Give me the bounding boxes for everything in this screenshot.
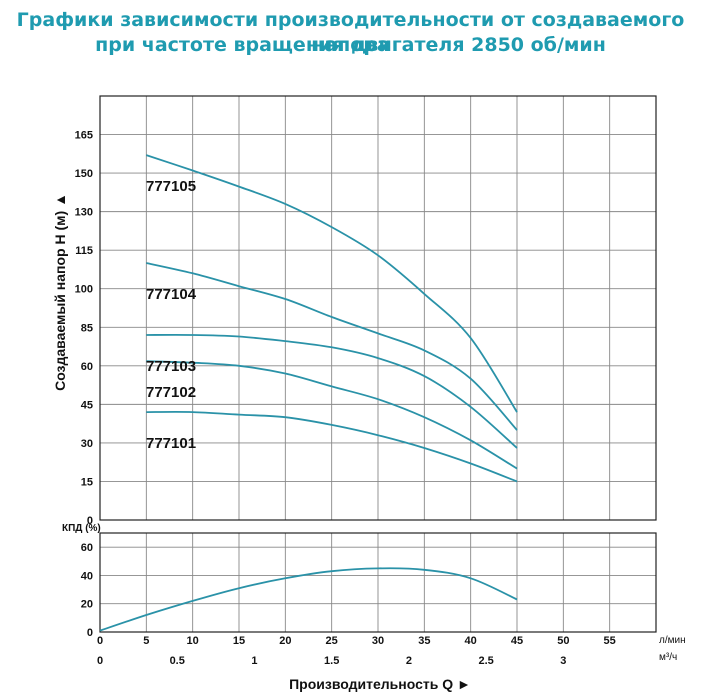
curve-label-777105: 777105 (146, 178, 196, 195)
y-axis-label-head: Создаваемый напор H (м) ▲ (52, 193, 68, 391)
y-tick-label-head: 165 (75, 130, 93, 142)
head-curve-777105 (146, 154, 518, 413)
x-axis-label: Производительность Q ► (289, 676, 471, 692)
x-tick-label-lpm: 30 (372, 635, 384, 647)
head-chart-grid (100, 96, 656, 520)
x-tick-label-lpm: 0 (97, 635, 103, 647)
x-tick-label-lpm: 20 (279, 635, 291, 647)
y-tick-label-head: 130 (75, 207, 93, 219)
x-tick-label-lpm: 25 (326, 635, 338, 647)
curve-label-777103: 777103 (146, 358, 196, 375)
x-tick-label-m3h: 1.5 (324, 655, 339, 667)
y-tick-label-head: 60 (81, 361, 93, 373)
y-tick-label-head: 85 (81, 322, 93, 334)
x-tick-label-lpm: 5 (143, 635, 149, 647)
efficiency-curve-0 (99, 567, 518, 632)
curve-label-777104: 777104 (146, 286, 197, 303)
y-tick-label-efficiency: 0 (87, 627, 93, 639)
y-tick-label-head: 30 (81, 438, 93, 450)
chart-title-line1: Графики зависимости производительности о… (16, 9, 685, 56)
y-tick-label-efficiency: 40 (81, 570, 93, 582)
efficiency-chart-frame (99, 532, 657, 633)
y-tick-label-head: 115 (75, 245, 93, 257)
y-axis-label-efficiency: КПД (%) (62, 523, 101, 534)
x-tick-label-lpm: 45 (511, 635, 523, 647)
curve-label-777102: 777102 (146, 384, 196, 401)
head-chart-frame (99, 95, 657, 521)
x-unit-m3h: м³/ч (659, 652, 677, 663)
head-curves (146, 154, 518, 483)
y-tick-label-head: 0 (87, 515, 93, 527)
x-tick-label-lpm: 50 (557, 635, 569, 647)
x-tick-label-lpm: 55 (604, 635, 616, 647)
chart-title-line2: при частоте вращения двигателя 2850 об/м… (95, 34, 606, 56)
head-curve-777104 (146, 262, 518, 431)
efficiency-chart-grid (100, 533, 656, 632)
x-tick-label-lpm: 10 (187, 635, 199, 647)
x-tick-label-lpm: 35 (418, 635, 430, 647)
x-tick-label-m3h: 0 (97, 655, 103, 667)
y-tick-label-head: 45 (81, 399, 93, 411)
x-tick-label-m3h: 0.5 (170, 655, 185, 667)
x-tick-label-m3h: 1 (251, 655, 257, 667)
efficiency-curves (99, 567, 518, 632)
y-tick-label-head: 150 (75, 168, 93, 180)
curve-label-777101: 777101 (146, 435, 196, 452)
head-curve-777101 (146, 410, 518, 483)
y-tick-label-head: 100 (75, 284, 93, 296)
y-tick-label-efficiency: 20 (81, 599, 93, 611)
x-tick-label-m3h: 3 (560, 655, 566, 667)
curve-labels: 777105 777104 777103 777102 777101 (146, 178, 197, 452)
x-unit-lpm: л/мин (659, 635, 686, 646)
y-tick-label-efficiency: 60 (81, 542, 93, 554)
x-tick-label-lpm: 40 (465, 635, 477, 647)
x-tick-label-m3h: 2.5 (478, 655, 493, 667)
x-tick-label-lpm: 15 (233, 635, 245, 647)
y-tick-label-head: 15 (81, 476, 93, 488)
head-curve-777103 (146, 333, 518, 449)
x-tick-label-m3h: 2 (406, 655, 412, 667)
head-curve-777102 (146, 360, 518, 470)
